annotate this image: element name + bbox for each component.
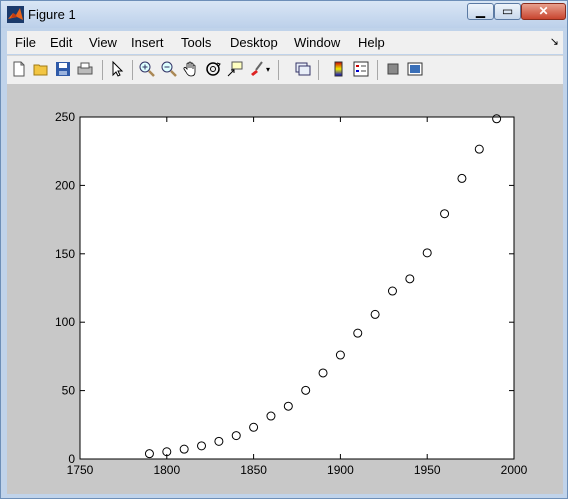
- data-point-marker: [318, 368, 328, 378]
- data-point-marker: [144, 449, 154, 459]
- edit-plot-arrow-icon[interactable]: [108, 60, 126, 78]
- rotate-3d-icon[interactable]: [204, 60, 222, 78]
- axis-ticks: 1750 1800 1850 1900 1950 2000 0 50 100 150 200 250: [55, 110, 528, 477]
- data-markers: [144, 114, 502, 459]
- open-file-icon[interactable]: [32, 60, 50, 78]
- pan-hand-icon[interactable]: [182, 60, 200, 78]
- figure-toolbar: ▾: [7, 55, 563, 84]
- toolbar-separator: [278, 60, 279, 80]
- close-button[interactable]: ✕: [521, 3, 566, 20]
- x-tick-label: 1950: [414, 463, 441, 477]
- x-tick-label: 1900: [327, 463, 354, 477]
- minimize-button[interactable]: ▁: [467, 3, 494, 20]
- data-point-marker: [249, 422, 259, 432]
- matlab-logo-icon: [7, 6, 24, 23]
- data-point-marker: [370, 309, 380, 319]
- brush-icon[interactable]: [248, 60, 266, 78]
- print-icon[interactable]: [76, 60, 94, 78]
- data-point-marker: [266, 411, 276, 421]
- new-figure-icon[interactable]: [10, 60, 28, 78]
- x-tick-label: 1800: [153, 463, 180, 477]
- legend-icon[interactable]: [352, 60, 370, 78]
- dock-arrow-icon[interactable]: ↘: [549, 36, 559, 48]
- link-plot-icon[interactable]: [294, 60, 312, 78]
- scatter-plot[interactable]: 1750 1800 1850 1900 1950 2000 0 50 100 150 200 250: [7, 84, 563, 494]
- colorbar-icon[interactable]: [330, 60, 348, 78]
- maximize-button[interactable]: ▭: [494, 3, 521, 20]
- x-tick-label: 2000: [501, 463, 528, 477]
- maximize-icon: ▭: [501, 4, 514, 18]
- save-icon[interactable]: [54, 60, 72, 78]
- data-point-marker: [301, 385, 311, 395]
- toolbar-separator: [318, 60, 319, 80]
- window-title: Figure 1: [28, 7, 76, 22]
- toolbar-separator: [102, 60, 103, 80]
- zoom-out-icon[interactable]: [160, 60, 178, 78]
- y-tick-label: 100: [55, 315, 75, 329]
- data-point-marker: [335, 350, 345, 360]
- x-tick-label: 1750: [67, 463, 94, 477]
- brush-dropdown-icon[interactable]: ▾: [266, 65, 271, 74]
- y-tick-label: 200: [55, 178, 75, 192]
- menu-insert[interactable]: Insert: [131, 35, 164, 50]
- close-icon: ✕: [538, 4, 549, 18]
- data-point-marker: [440, 209, 450, 219]
- figure-canvas: 1750 1800 1850 1900 1950 2000 0 50 100 150 200 250: [7, 84, 563, 494]
- toolbar-separator: [132, 60, 133, 80]
- menu-help[interactable]: Help: [358, 35, 385, 50]
- zoom-in-icon[interactable]: [138, 60, 156, 78]
- y-tick-label: 0: [68, 452, 75, 466]
- y-tick-label: 50: [62, 384, 76, 398]
- minimize-icon: ▁: [475, 4, 486, 18]
- data-cursor-icon[interactable]: [226, 60, 244, 78]
- x-tick-label: 1850: [240, 463, 267, 477]
- data-point-marker: [283, 401, 293, 411]
- data-point-marker: [197, 441, 207, 451]
- y-tick-label: 150: [55, 247, 75, 261]
- menu-file[interactable]: File: [15, 35, 36, 50]
- title-bar[interactable]: Figure 1 ▁ ▭ ✕: [1, 1, 567, 28]
- data-point-marker: [179, 444, 189, 454]
- data-point-marker: [214, 436, 224, 446]
- y-tick-label: 250: [55, 110, 75, 124]
- menu-window[interactable]: Window: [294, 35, 341, 50]
- data-point-marker: [162, 447, 172, 457]
- menu-view[interactable]: View: [89, 35, 117, 50]
- data-point-marker: [353, 328, 363, 338]
- show-plot-tools-icon[interactable]: [406, 60, 424, 78]
- menu-desktop[interactable]: Desktop: [230, 35, 278, 50]
- menu-bar: File Edit View Insert Tools Desktop Wind…: [7, 31, 563, 54]
- toolbar-separator: [377, 60, 378, 80]
- axes-area[interactable]: [79, 116, 515, 460]
- menu-edit[interactable]: Edit: [50, 35, 73, 50]
- hide-plot-tools-icon[interactable]: [384, 60, 402, 78]
- data-point-marker: [231, 431, 241, 441]
- data-point-marker: [474, 144, 484, 154]
- data-point-marker: [422, 248, 432, 258]
- data-point-marker: [405, 274, 415, 284]
- data-point-marker: [457, 173, 467, 183]
- menu-tools[interactable]: Tools: [181, 35, 212, 50]
- data-point-marker: [387, 286, 397, 296]
- data-point-marker: [492, 114, 502, 124]
